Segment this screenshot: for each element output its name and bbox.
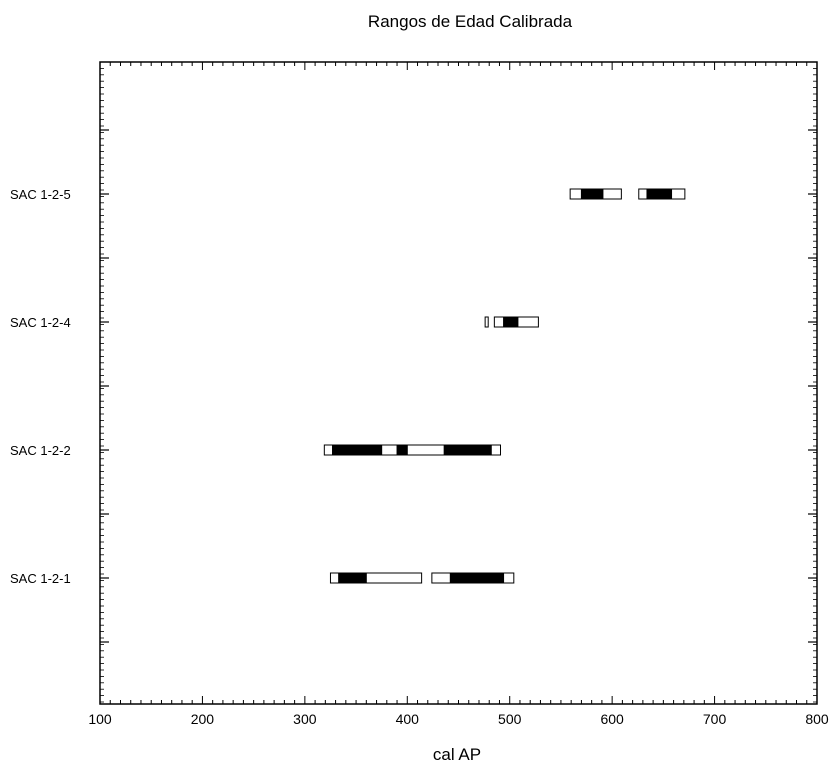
range-bar-1sigma <box>503 316 519 328</box>
chart-title: Rangos de Edad Calibrada <box>368 12 573 31</box>
range-bar-1sigma <box>646 188 673 200</box>
range-bar-1sigma <box>332 444 383 456</box>
range-bar-1sigma <box>443 444 492 456</box>
range-bar-1sigma <box>580 188 604 200</box>
range-bar-1sigma <box>338 572 367 584</box>
plot-area: 100 200 300 400 500 600 700 800 SAC 1-2-1 SAC 1-2… <box>10 61 829 727</box>
range-bar-1sigma <box>396 444 408 456</box>
y-category-label: SAC 1-2-2 <box>10 443 71 458</box>
x-tick-label: 100 <box>88 711 112 727</box>
x-axis-label: cal AP <box>433 745 481 764</box>
x-tick-label: 200 <box>191 711 215 727</box>
x-tick-label: 800 <box>805 711 829 727</box>
x-tick-label: 700 <box>703 711 727 727</box>
x-tick-label: 300 <box>293 711 317 727</box>
x-tick-label: 500 <box>498 711 522 727</box>
range-bar-2sigma <box>323 444 501 456</box>
y-category-label: SAC 1-2-4 <box>10 315 71 330</box>
plot-frame <box>99 61 818 705</box>
range-bar-2sigma <box>484 316 489 328</box>
x-tick-label: 400 <box>396 711 420 727</box>
y-category-label: SAC 1-2-5 <box>10 187 71 202</box>
range-bar-2sigma <box>329 572 423 584</box>
y-category-label: SAC 1-2-1 <box>10 571 71 586</box>
range-bar-1sigma <box>449 572 505 584</box>
x-tick-label: 600 <box>600 711 624 727</box>
